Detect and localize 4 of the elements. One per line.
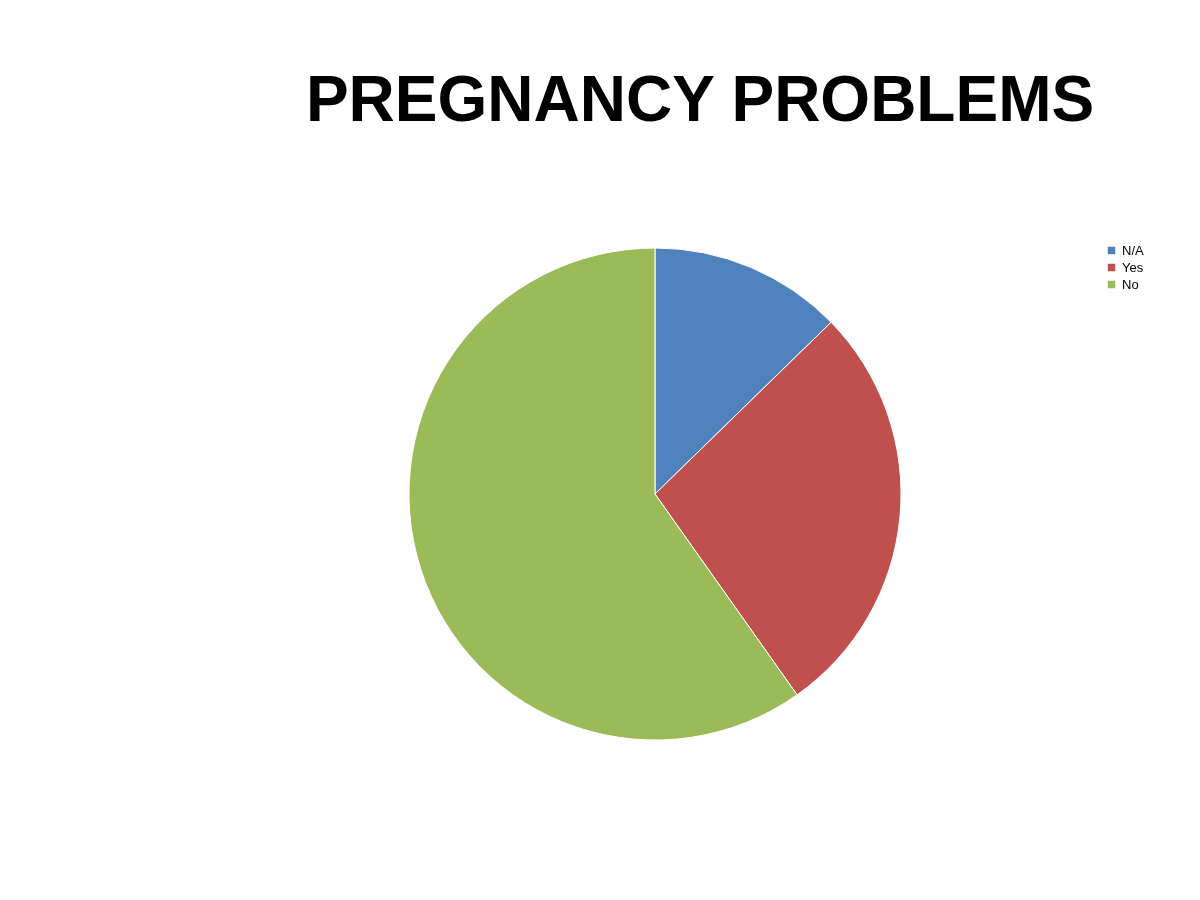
legend-label: N/A: [1122, 242, 1144, 258]
legend-label: No: [1122, 276, 1139, 292]
legend-label: Yes: [1122, 259, 1144, 275]
chart-title: PREGNANCY PROBLEMS: [305, 63, 1095, 135]
